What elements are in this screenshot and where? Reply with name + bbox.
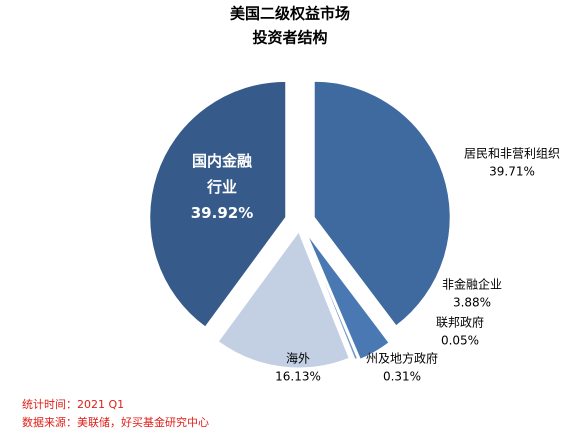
chart-subtitle: 投资者结构 (252, 29, 327, 47)
slice-label: 国内金融行业 39.92% (190, 148, 254, 226)
pie-slice (304, 232, 359, 361)
category-label: 海外 (286, 351, 310, 366)
category-label: 居民和非营利组织 (464, 147, 560, 161)
footnote: 统计时间：2021 Q1 (22, 398, 125, 411)
pie-slice (217, 230, 350, 369)
value-label: 39.71% (489, 165, 535, 179)
category-label: 州及地方政府 (366, 351, 438, 366)
pie-slice (306, 233, 390, 360)
value-label: 3.88% (453, 296, 491, 310)
category-label: 非金融企业 (442, 277, 502, 292)
category-label: 国内金融行业 (191, 152, 252, 196)
category-label: 联邦政府 (436, 315, 484, 330)
pie-slice (313, 80, 451, 327)
chart-title: 美国二级权益市场 (230, 5, 350, 23)
footnote: 数据来源：美联储，好买基金研究中心 (22, 416, 209, 429)
value-label: 16.13% (275, 370, 321, 384)
value-label: 39.92% (190, 204, 254, 222)
pie-slice (149, 80, 287, 328)
value-label: 0.05% (441, 334, 479, 348)
value-label: 0.31% (383, 370, 421, 384)
